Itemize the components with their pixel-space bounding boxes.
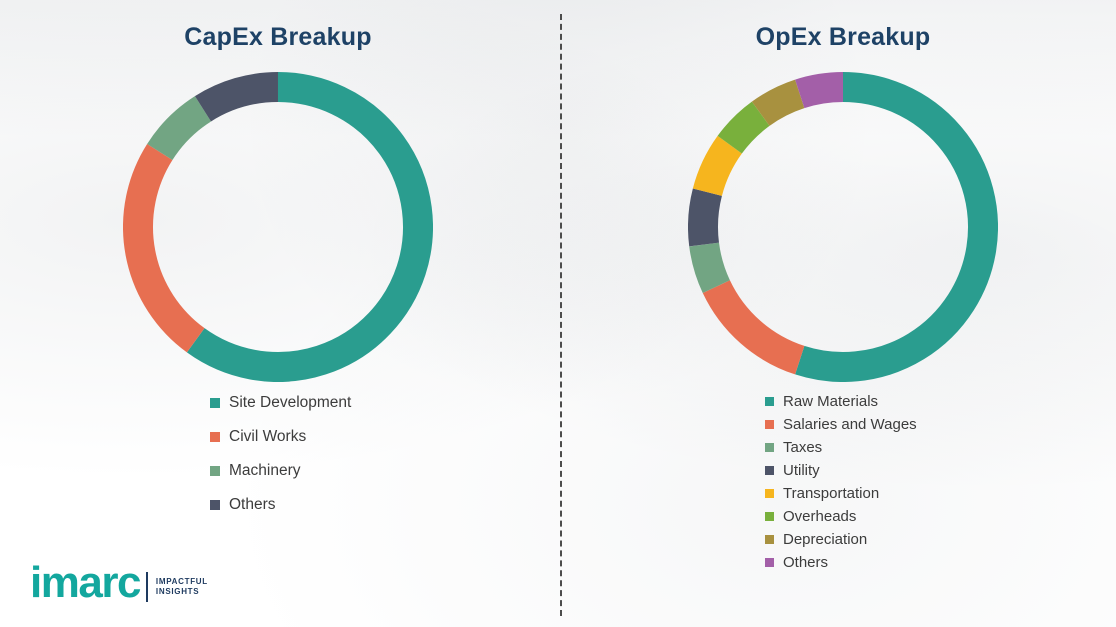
legend-swatch-others [765, 558, 774, 567]
legend-item-taxes: Taxes [765, 439, 917, 456]
legend-item-depreciation: Depreciation [765, 531, 917, 548]
legend-swatch-salaries-and-wages [765, 420, 774, 429]
legend-item-others: Others [765, 554, 917, 571]
logo-tagline-line1: IMPACTFUL [155, 576, 208, 586]
legend-item-utility: Utility [765, 462, 917, 479]
donut-segment-salaries-and-wages [702, 279, 805, 375]
legend-label-taxes: Taxes [783, 439, 823, 456]
legend-label-transportation: Transportation [783, 485, 880, 502]
imarc-logo-text: imarc [30, 558, 141, 607]
legend-item-machinery: Machinery [210, 461, 351, 481]
legend-item-salaries-and-wages: Salaries and Wages [765, 416, 917, 433]
legend-label-machinery: Machinery [229, 462, 301, 479]
logo-tagline: IMPACTFUL INSIGHTS [156, 577, 208, 598]
opex-chart-title: OpEx Breakup [755, 23, 931, 51]
capex-donut-chart [123, 72, 433, 382]
legend-label-site-development: Site Development [229, 394, 352, 411]
capex-chart-title: CapEx Breakup [184, 23, 372, 51]
legend-swatch-overheads [765, 512, 774, 521]
legend-label-raw-materials: Raw Materials [783, 393, 879, 410]
legend-item-overheads: Overheads [765, 508, 917, 525]
logo-divider-bar [145, 572, 148, 602]
legend-item-site-development: Site Development [210, 393, 351, 413]
donut-segment-machinery [147, 96, 212, 161]
legend-swatch-others [210, 500, 220, 510]
legend-label-others: Others [783, 554, 829, 571]
donut-segment-others [795, 72, 844, 109]
legend-item-raw-materials: Raw Materials [765, 393, 917, 410]
vertical-dashed-divider [560, 14, 562, 616]
legend-swatch-site-development [210, 398, 220, 408]
legend-swatch-raw-materials [765, 397, 774, 406]
donut-segment-others [194, 72, 279, 122]
legend-item-civil-works: Civil Works [210, 427, 351, 447]
donut-segment-transportation [692, 135, 743, 197]
legend-swatch-civil-works [210, 432, 220, 442]
donut-segment-civil-works [123, 143, 205, 353]
opex-legend: Raw Materials Salaries and Wages Taxes Util… [765, 393, 917, 578]
logo-tagline-line2: INSIGHTS [155, 587, 200, 596]
legend-swatch-transportation [765, 489, 774, 498]
legend-item-transportation: Transportation [765, 485, 917, 502]
legend-label-utility: Utility [783, 462, 820, 479]
legend-swatch-utility [765, 466, 774, 475]
legend-swatch-taxes [765, 443, 774, 452]
imarc-logo: imarc IMPACTFUL INSIGHTS [30, 561, 208, 605]
legend-label-overheads: Overheads [783, 508, 857, 525]
legend-swatch-machinery [210, 466, 220, 476]
legend-label-salaries-and-wages: Salaries and Wages [783, 416, 917, 433]
donut-segment-depreciation [751, 79, 805, 127]
legend-item-others: Others [210, 495, 351, 515]
donut-segment-taxes [689, 242, 731, 293]
legend-label-depreciation: Depreciation [783, 531, 868, 548]
opex-donut-chart [688, 72, 998, 382]
legend-label-civil-works: Civil Works [229, 428, 307, 445]
donut-segment-overheads [717, 101, 770, 154]
donut-segment-site-development [186, 72, 433, 382]
legend-swatch-depreciation [765, 535, 774, 544]
capex-legend: Site Development Civil Works Machinery Othe… [210, 393, 351, 529]
donut-segment-raw-materials [795, 72, 998, 382]
legend-label-others: Others [229, 496, 276, 513]
donut-segment-utility [688, 188, 723, 247]
